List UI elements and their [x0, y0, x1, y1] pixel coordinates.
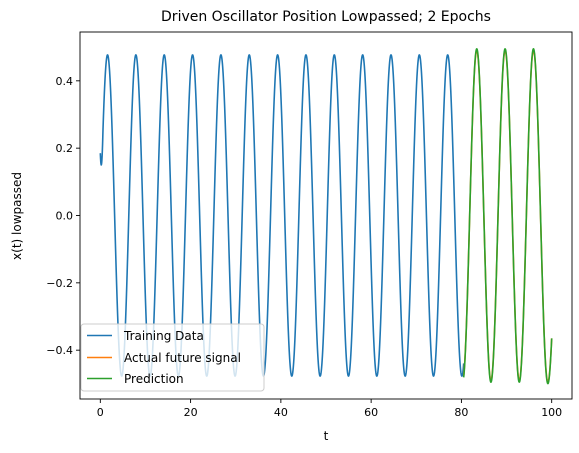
x-tick-label: 0: [97, 406, 104, 419]
x-tick-label: 20: [184, 406, 198, 419]
x-tick-label: 60: [364, 406, 378, 419]
y-axis: −0.4 −0.2 0.0 0.2 0.4: [46, 75, 80, 357]
legend-entry-prediction: Prediction: [87, 372, 184, 386]
legend-label-prediction: Prediction: [124, 372, 184, 386]
legend-label-training: Training Data: [123, 329, 204, 343]
legend: Training Data Actual future signal Predi…: [80, 323, 265, 392]
x-axis: 0 20 40 60 80 100: [97, 399, 562, 419]
y-axis-label: x(t) lowpassed: [10, 172, 24, 260]
legend-entry-training: Training Data: [87, 329, 204, 343]
y-tick-label: −0.4: [46, 344, 73, 357]
legend-box: [80, 323, 265, 392]
x-tick-label: 40: [274, 406, 288, 419]
y-tick-label: 0.2: [56, 142, 74, 155]
x-tick-label: 80: [454, 406, 468, 419]
series-training-data-line: [99, 54, 465, 377]
chart-title: Driven Oscillator Position Lowpassed; 2 …: [161, 9, 491, 25]
y-tick-label: −0.2: [46, 277, 73, 290]
y-tick-label: 0.4: [56, 75, 74, 88]
legend-label-actual: Actual future signal: [124, 351, 241, 365]
series-prediction-line: [462, 48, 553, 385]
x-axis-label: t: [324, 429, 329, 443]
legend-entry-actual: Actual future signal: [87, 351, 241, 365]
series-layer: [99, 48, 553, 385]
y-tick-label: 0.0: [56, 210, 74, 223]
x-tick-label: 100: [541, 406, 562, 419]
